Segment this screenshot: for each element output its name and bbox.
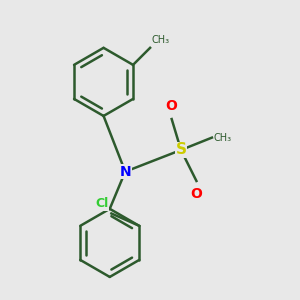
Text: O: O (190, 187, 202, 201)
Text: S: S (176, 142, 187, 158)
Text: CH₃: CH₃ (152, 35, 170, 45)
Text: CH₃: CH₃ (214, 133, 232, 142)
Text: O: O (166, 99, 178, 113)
Text: N: N (119, 165, 131, 179)
Text: Cl: Cl (95, 197, 108, 210)
